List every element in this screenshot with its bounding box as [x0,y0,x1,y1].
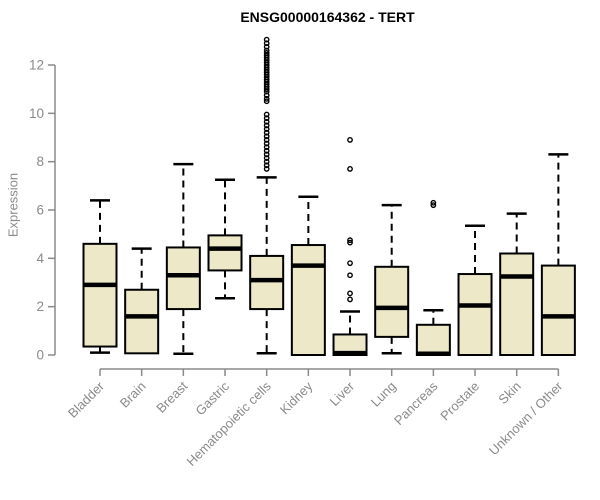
outlier-point [347,260,353,267]
x-tick-label: Breast [153,378,190,415]
y-tick-label: 8 [36,154,44,169]
x-tick-label: Lung [368,379,399,410]
outlier-point [263,158,270,165]
box-pancreas [415,323,451,356]
outlier-point [263,43,270,50]
outlier-point [263,88,270,95]
x-tick-label: Brain [117,379,149,411]
outlier-point [263,155,270,161]
x-tick-label: Kidney [277,378,316,417]
outlier-point [263,95,270,102]
outlier-point [263,147,270,154]
y-tick-label: 0 [36,348,44,363]
outlier-point [347,166,353,172]
outlier-point [263,126,270,132]
outlier-point [263,144,270,151]
y-tick-label: 6 [36,202,44,217]
box-unknown-other [540,264,576,357]
outlier-point [430,199,437,206]
box-kidney [290,244,326,357]
x-tick-label: Skin [495,379,523,407]
outlier-point [263,122,270,129]
outlier-point [263,118,270,125]
outlier-point [347,239,353,246]
outlier-point [263,162,270,169]
y-tick-label: 4 [36,251,44,266]
box-lung [374,265,410,338]
outlier-point [263,92,270,99]
y-tick-label: 12 [29,57,44,72]
outlier-point [263,111,270,118]
outlier-point [263,140,270,147]
outlier-point [347,237,353,244]
box-skin [499,252,535,356]
chart-title: ENSG00000164362 - TERT [240,9,415,25]
y-tick-label: 2 [36,299,44,314]
x-tick-label: Unknown / Other [486,378,566,458]
x-tick-label: Liver [327,378,358,409]
x-tick-label: Prostate [437,379,482,424]
box-prostate [457,273,493,357]
outlier-point [347,272,353,279]
outlier-point [347,296,353,303]
box-brain [124,288,160,355]
outlier-point [263,86,270,93]
outlier-point [263,129,270,136]
outlier-point [263,166,270,172]
box-gastric [207,234,243,272]
y-tick-label: 10 [29,106,44,121]
x-tick-label: Pancreas [391,378,441,428]
outlier-point [263,36,270,43]
outlier-point [430,202,437,209]
outlier-point [263,133,270,140]
x-tick-label: Bladder [65,378,108,421]
box-hematopoietic-cells [249,254,285,311]
x-tick-label: Gastric [192,378,232,418]
outlier-point [263,98,270,105]
box-bladder [82,242,118,348]
outlier-point [263,137,270,143]
box-breast [165,246,201,311]
outlier-point [347,137,353,143]
outlier-point [263,115,270,122]
outlier-point [263,151,270,158]
outlier-point [263,40,270,47]
outlier-point [347,290,353,297]
